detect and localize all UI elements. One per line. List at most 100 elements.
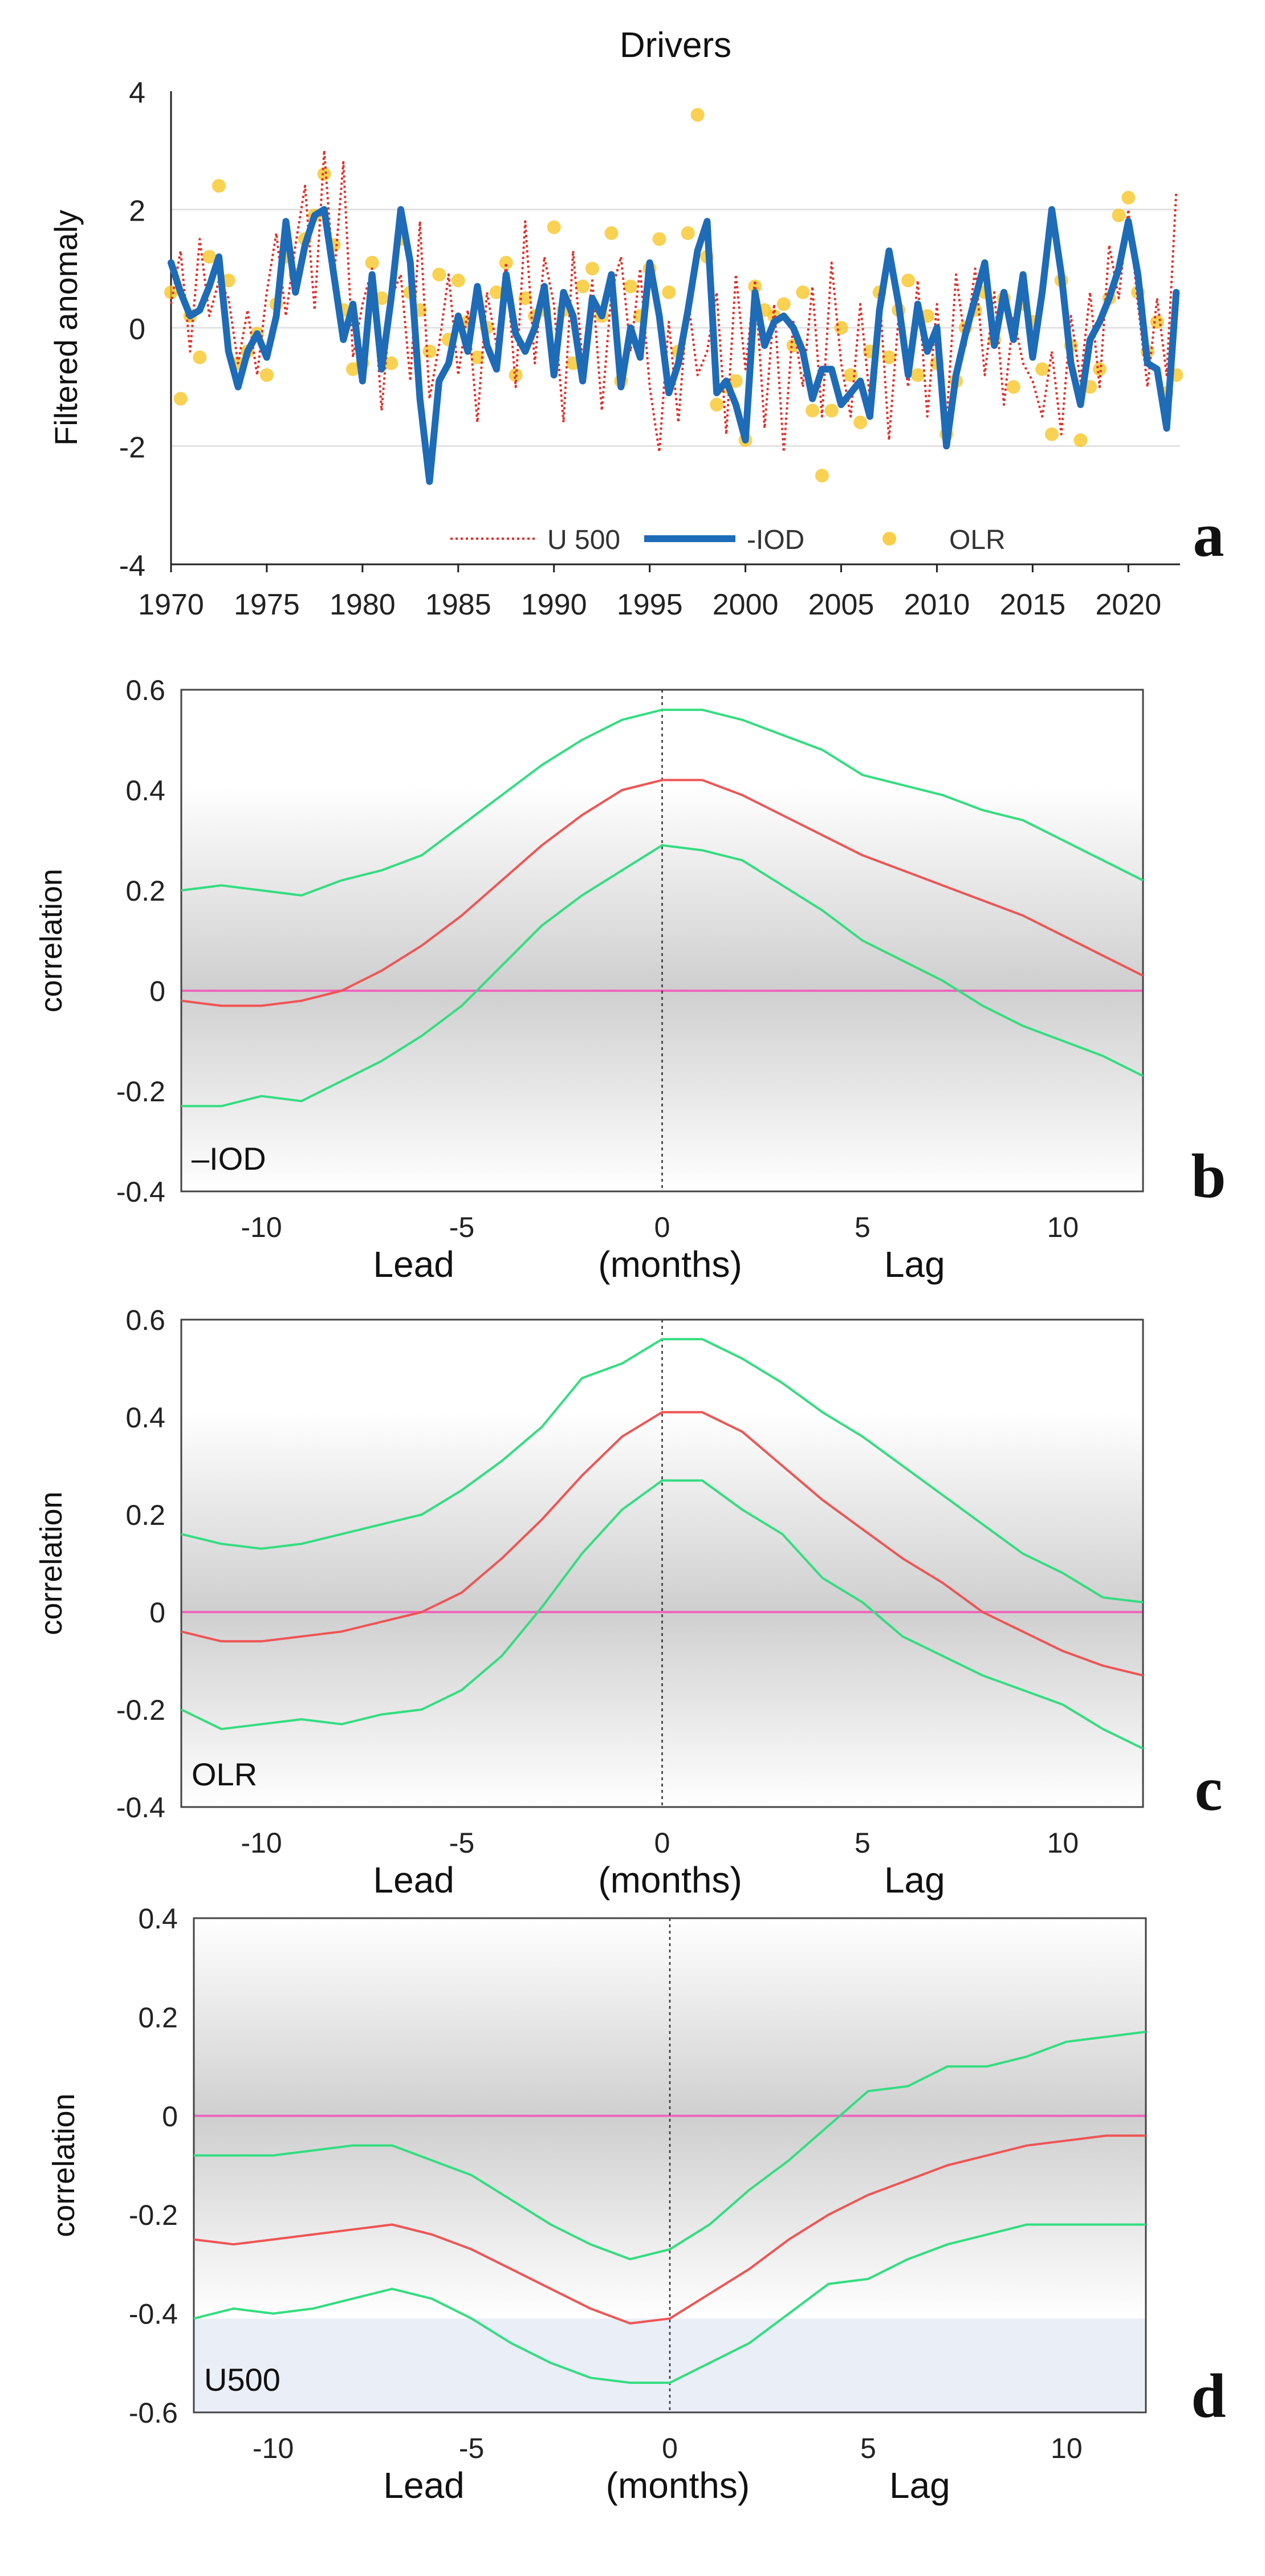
x-tick-label: -10 (253, 2432, 294, 2464)
olr-point (1035, 362, 1050, 376)
x-tick-label: 2000 (713, 588, 779, 621)
olr-point (202, 250, 217, 264)
y-tick-label: 0 (149, 1597, 165, 1629)
x-tick-label: 2020 (1095, 588, 1161, 621)
x-tick-label: 10 (1047, 1211, 1079, 1243)
plot-frame (180, 689, 1144, 1193)
olr-point (710, 397, 724, 412)
y-tick-label: 0.6 (125, 674, 165, 706)
iod-line (168, 206, 1180, 485)
x-axis-label-lag: Lag (884, 1859, 945, 1901)
x-tick-label: 5 (855, 1211, 871, 1243)
x-tick-label: -5 (449, 1827, 474, 1859)
correlation-line (193, 2134, 1146, 2325)
y-axis-label: Filtered anomaly (48, 210, 84, 446)
panel-c: -0.4 -0.2 0 0.2 0.4 0.6 -10 -5 0 5 10 Lead (months) L… (34, 1304, 1144, 1901)
series-label: OLR (192, 1756, 257, 1792)
olr-point (901, 274, 916, 287)
lower-bound-line (181, 1479, 1144, 1750)
x-tick-label: 2005 (808, 588, 874, 621)
panel-b: -0.4 -0.2 0 0.2 0.4 0.6 -10 -5 0 5 10 Lead (months) L… (34, 674, 1144, 1285)
x-tick-label: -5 (449, 1211, 474, 1243)
y-tick-label: 4 (129, 76, 145, 109)
upper-bound-line (181, 1338, 1144, 1604)
x-axis-label-months: (months) (606, 2465, 750, 2506)
olr-point (384, 356, 398, 371)
olr-point (662, 285, 676, 299)
x-tick-label: 5 (855, 1827, 871, 1859)
series-label: –IOD (192, 1141, 266, 1177)
olr-point (824, 404, 839, 418)
olr-point (193, 350, 207, 364)
olr-point (1092, 362, 1107, 376)
plot-frame (193, 1917, 1147, 2414)
olr-point (690, 108, 705, 122)
olr-point (604, 226, 619, 240)
olr-point (451, 274, 465, 287)
x-tick-label: 1970 (138, 588, 204, 621)
y-tick-label: 0.6 (125, 1304, 165, 1336)
x-tick-label: 10 (1047, 1827, 1079, 1859)
olr-point (815, 469, 829, 483)
olr-point (1073, 433, 1088, 447)
y-tick-label: 0 (149, 975, 165, 1007)
x-axis-label-lag: Lag (889, 2465, 950, 2506)
olr-point (806, 404, 820, 418)
olr-point (624, 279, 638, 294)
x-tick-label: 2010 (904, 588, 970, 621)
olr-point (365, 255, 379, 270)
olr-point (1150, 315, 1164, 329)
x-tick-label: 1990 (521, 588, 587, 621)
panel-letter-a: a (1193, 500, 1225, 569)
x-tick-label: 0 (654, 1211, 670, 1243)
olr-point (1044, 427, 1059, 441)
y-tick-label: -0.4 (116, 1176, 165, 1208)
y-axis-label: correlation (34, 1491, 68, 1635)
x-tick-label: 2015 (1000, 588, 1066, 621)
x-tick-label: 1975 (234, 588, 300, 621)
x-tick-label: 5 (860, 2432, 876, 2464)
y-tick-label: 2 (129, 195, 145, 228)
upper-bound-line (194, 2030, 1146, 2261)
x-tick-label: 1995 (617, 588, 683, 621)
y-tick-label: -4 (119, 550, 145, 583)
chart-title: Drivers (620, 26, 731, 65)
x-axis-label-lag: Lag (884, 1244, 945, 1285)
y-axis-label: correlation (34, 869, 68, 1012)
olr-point (173, 392, 188, 406)
x-tick-label: 0 (662, 2432, 678, 2464)
y-tick-label: 0.4 (138, 1903, 178, 1935)
olr-point (585, 262, 599, 276)
y-tick-label: 0.4 (125, 1402, 165, 1434)
y-tick-label: 0 (129, 313, 145, 346)
y-tick-label: 0.2 (125, 875, 165, 907)
legend-label-iod: -IOD (747, 525, 804, 555)
olr-point (681, 226, 695, 240)
y-tick-label: -0.2 (129, 2199, 178, 2231)
olr-point (1006, 380, 1020, 394)
lower-bound-line (181, 844, 1144, 1108)
olr-point (499, 255, 513, 270)
y-tick-label: -0.2 (116, 1694, 165, 1726)
y-tick-label: 0.2 (125, 1499, 165, 1531)
x-tick-label: 1985 (425, 588, 491, 621)
panel-letter-c: c (1195, 1754, 1223, 1824)
olr-point (259, 368, 274, 382)
panel-letter-b: b (1191, 1141, 1226, 1211)
x-axis-label-lead: Lead (373, 1244, 454, 1285)
legend-swatch-olr (882, 532, 896, 546)
y-tick-label: 0 (162, 2101, 178, 2133)
olr-point (652, 232, 666, 246)
panel-d: -0.6 -0.4 -0.2 0 0.2 0.4 -10 -5 0 5 10 Lead (months)… (47, 1903, 1147, 2506)
upper-bound-line (181, 709, 1144, 897)
y-axis-label: correlation (47, 2093, 81, 2237)
legend-label-u500: U 500 (547, 525, 620, 555)
series-label: U500 (204, 2362, 280, 2398)
olr-point (547, 220, 561, 234)
correlation-line (181, 1411, 1144, 1677)
olr-point (489, 285, 503, 299)
olr-point (776, 297, 791, 311)
plot-frame (180, 1318, 1144, 1808)
panel-letter-d: d (1191, 2361, 1226, 2431)
